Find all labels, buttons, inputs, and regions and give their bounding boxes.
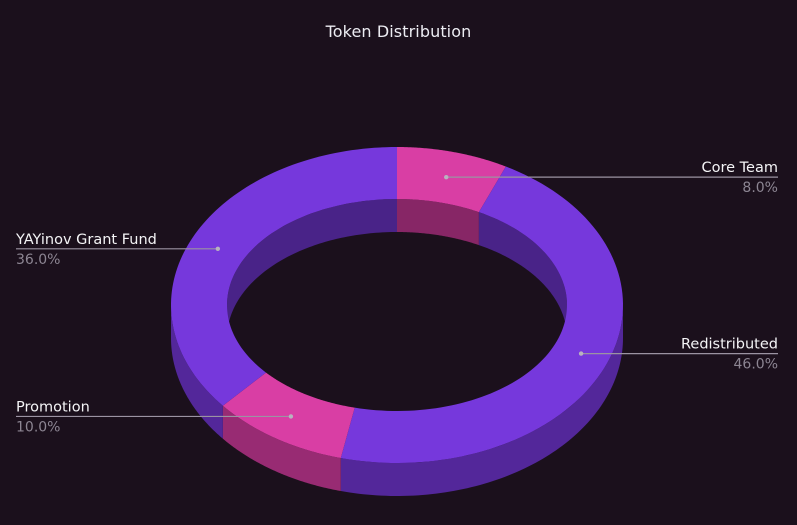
slice-label: Core Team [702, 160, 779, 176]
slice-promotion[interactable] [222, 372, 355, 459]
leader-dot [215, 246, 221, 251]
slice-redistributed[interactable] [340, 166, 623, 464]
slice-outer-wall-2 [222, 405, 341, 492]
slice-value-label: 36.0% [16, 252, 60, 268]
leader-dot [288, 414, 294, 419]
slice-value-label: 8.0% [742, 180, 778, 196]
chart-title: Token Distribution [325, 22, 472, 41]
slice-value-label: 10.0% [16, 419, 60, 435]
slice-outer-wall-3 [171, 305, 223, 439]
slice-inner-wall-1 [478, 212, 567, 338]
slice-inner-wall-0 [397, 199, 479, 246]
slice-inner-wall-3 [227, 199, 397, 338]
slice-value-label: 46.0% [734, 357, 778, 373]
slice-core-team[interactable] [397, 147, 506, 213]
leader-dot [578, 351, 584, 356]
slice-yayinov-grant-fund[interactable] [171, 147, 397, 406]
slice-outer-wall-1 [340, 305, 623, 496]
leader-dot [444, 174, 449, 180]
slice-label: Redistributed [681, 337, 778, 353]
slice-label: Promotion [16, 399, 90, 415]
slice-label: YAYinov Grant Fund [15, 232, 157, 248]
